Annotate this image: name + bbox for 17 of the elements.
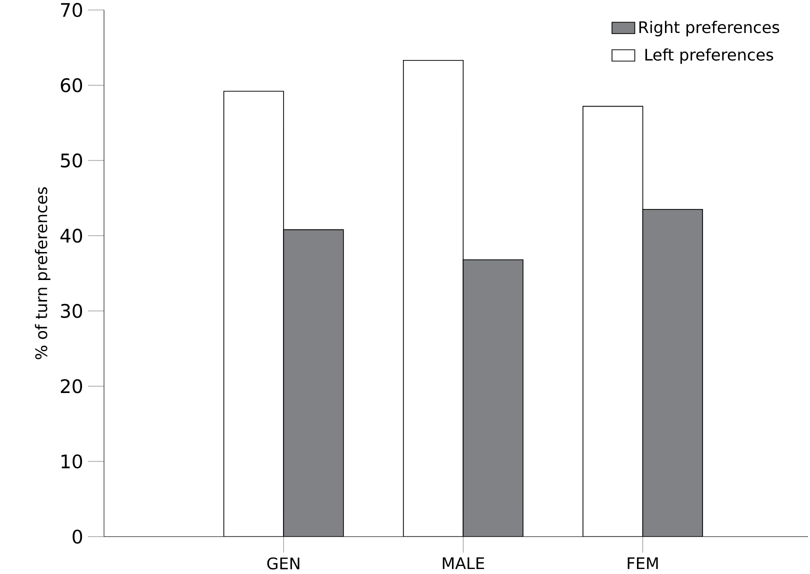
y-tick-label: 40 (60, 228, 82, 243)
y-tick-label: 60 (60, 78, 82, 92)
bar (642, 208, 703, 537)
y-tick-label: 30 (60, 304, 82, 318)
y-tick-label: 70 (61, 2, 82, 18)
legend-label: Right preferences (639, 20, 780, 36)
y-tick-label: 20 (60, 379, 82, 394)
bar (462, 259, 524, 537)
y-tick-label: 50 (60, 153, 82, 168)
x-tick-label: FEM (628, 557, 658, 570)
y-tick-label: 10 (62, 454, 82, 468)
y-tick-label: 0 (72, 530, 82, 544)
y-axis-title: % of turn preferences (34, 187, 50, 360)
x-tick-label: MALE (442, 557, 484, 570)
text: Left preferences (645, 48, 774, 64)
bar (283, 229, 344, 537)
x-tick-label: GEN (267, 557, 300, 570)
